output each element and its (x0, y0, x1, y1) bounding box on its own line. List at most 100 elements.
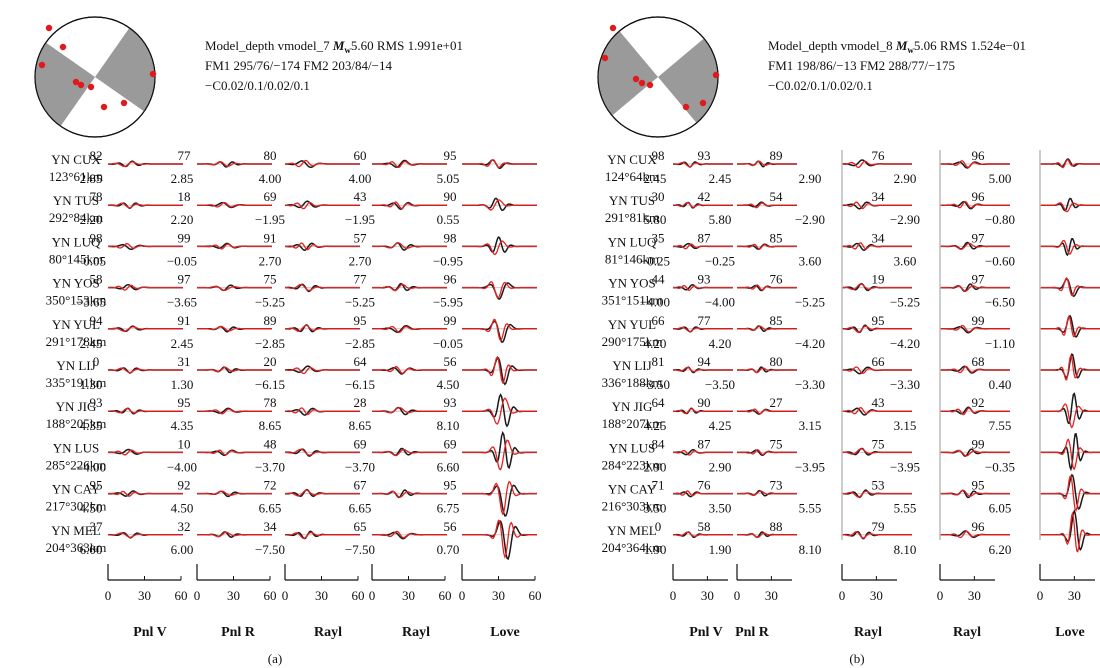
station-name: YN LUS (609, 440, 656, 455)
time-shift-value: 2.90 (894, 171, 917, 186)
cross-correlation-value: 66 (652, 313, 666, 328)
station-distance: 204°363km (46, 540, 107, 555)
cross-correlation-value: 76 (872, 148, 886, 163)
cross-correlation-value: 69 (264, 189, 277, 204)
synthetic-waveform (284, 448, 360, 456)
synthetic-waveform (940, 284, 1010, 292)
station-marker (120, 99, 128, 107)
axis-tick-label: 0 (839, 588, 846, 603)
synthetic-waveform (737, 408, 797, 415)
cross-correlation-value: 44 (652, 272, 666, 287)
synthetic-waveform (462, 158, 537, 168)
synthetic-waveform (737, 325, 797, 332)
observed-waveform (284, 365, 360, 373)
station-distance: 188°207km (602, 416, 663, 431)
time-shift-value: −2.90 (795, 212, 825, 227)
cross-correlation-value: 68 (972, 354, 985, 369)
synthetic-waveform (197, 366, 272, 373)
axis-tick-label: 0 (1037, 588, 1044, 603)
synthetic-waveform (462, 397, 537, 425)
component-label: Rayl (953, 625, 981, 640)
time-shift-value: 6.65 (349, 501, 372, 516)
time-shift-value: 5.05 (437, 171, 460, 186)
station-distance: 216°303km (602, 499, 663, 514)
component-label: Pnl V (689, 625, 723, 640)
beachball-outline (34, 16, 156, 138)
synthetic-waveform (462, 240, 537, 256)
synthetic-waveform (197, 201, 272, 208)
synthetic-waveform (285, 283, 360, 292)
station-name: YN CUX (607, 152, 657, 167)
synthetic-waveform (372, 242, 447, 249)
axis-tick-label: 30 (701, 588, 714, 603)
model-header: Model_depth vmodel_7 Mw5.60 RMS 1.991e+0… (205, 38, 463, 55)
synthetic-waveform (842, 531, 912, 539)
synthetic-waveform (940, 324, 1010, 333)
magnitude-symbol: M (895, 38, 908, 53)
synthetic-waveform (284, 407, 360, 416)
cross-correlation-value: 75 (770, 436, 783, 451)
synthetic-waveform (842, 366, 912, 374)
station-name: YN MEL (607, 523, 657, 538)
cross-correlation-value: 10 (178, 436, 191, 451)
station-name: YN TUS (53, 193, 99, 208)
cross-correlation-value: 56 (444, 519, 458, 534)
cross-correlation-value: 99 (972, 313, 985, 328)
synthetic-waveform (462, 355, 537, 384)
station-name: YN CUX (51, 152, 101, 167)
synthetic-waveform (673, 161, 733, 168)
time-shift-value: −5.25 (255, 295, 285, 310)
cross-correlation-value: 93 (444, 395, 457, 410)
time-shift-value: 0.55 (437, 212, 460, 227)
station-marker (632, 75, 640, 83)
cross-correlation-value: 90 (444, 189, 457, 204)
cross-correlation-value: 77 (698, 313, 712, 328)
synthetic-waveform (108, 202, 183, 209)
cross-correlation-value: 80 (770, 354, 783, 369)
time-shift-value: 3.15 (894, 418, 917, 433)
component-label: Pnl R (221, 625, 256, 640)
cross-correlation-value: 48 (264, 436, 277, 451)
cross-correlation-value: 28 (354, 395, 367, 410)
component-label: Pnl V (133, 625, 167, 640)
panel-label: (b) (849, 651, 864, 666)
cross-correlation-value: 76 (770, 272, 784, 287)
time-shift-value: −4.00 (76, 459, 106, 474)
station-distance: 123°61km (49, 169, 103, 184)
synthetic-waveform (284, 366, 360, 375)
axis-tick-label: 0 (194, 588, 201, 603)
station-name: YN LUQ (608, 234, 657, 249)
cross-correlation-value: 65 (354, 519, 367, 534)
synthetic-waveform (841, 242, 912, 250)
axis-tick-label: 30 (1068, 588, 1081, 603)
cross-correlation-value: 80 (264, 148, 277, 163)
synthetic-waveform (673, 408, 733, 415)
axis-tick-label: 0 (369, 588, 376, 603)
time-shift-value: 6.60 (437, 459, 460, 474)
synthetic-waveform (842, 448, 912, 455)
magnitude-rms: 5.06 RMS 1.524e−01 (914, 38, 1026, 53)
cross-correlation-value: 84 (652, 436, 666, 451)
component-label: Love (1055, 625, 1085, 640)
station-name: YN YUL (52, 317, 100, 332)
time-shift-value: −3.50 (640, 377, 670, 392)
cross-correlation-value: 89 (770, 148, 783, 163)
cross-correlation-value: 96 (972, 148, 986, 163)
cross-correlation-value: 95 (444, 478, 457, 493)
time-shift-value: −4.20 (795, 336, 825, 351)
station-name: YN TUS (609, 193, 655, 208)
cross-correlation-value: 93 (90, 395, 103, 410)
synthetic-waveform (1040, 353, 1100, 381)
synthetic-waveform (285, 531, 360, 539)
synthetic-waveform (108, 243, 183, 249)
time-shift-value: 3.60 (894, 253, 917, 268)
synthetic-waveform (197, 449, 272, 456)
observed-waveform (462, 393, 537, 428)
observed-waveform (1040, 432, 1100, 472)
synthetic-waveform (285, 489, 360, 497)
axis-tick-label: 60 (175, 588, 188, 603)
cross-correlation-value: 96 (972, 189, 986, 204)
station-distance: 188°205km (46, 416, 107, 431)
time-shift-value: 6.00 (80, 542, 103, 557)
